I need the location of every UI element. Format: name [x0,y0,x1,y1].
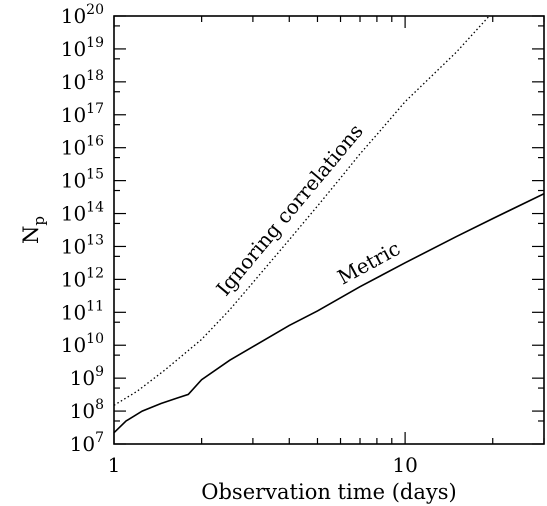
y-tick-label: 108 [70,397,104,423]
y-tick-label-exponent: 10 [86,331,104,347]
y-tick-label-exponent: 14 [86,200,104,216]
y-tick-label: 1020 [61,2,104,28]
x-tick-labels: 1 10 [108,453,418,477]
y-axis-label-main: N [19,226,43,244]
y-tick-label: 1017 [61,101,104,127]
y-tick-label-base: 10 [70,432,95,456]
y-tick-label: 1016 [61,134,104,160]
y-tick-label-base: 10 [61,169,86,193]
y-tick-label-exponent: 9 [95,364,104,380]
y-tick-label-base: 10 [61,234,86,258]
y-tick-label-exponent: 13 [86,232,104,248]
y-tick-label-base: 10 [61,300,86,324]
y-tick-label-exponent: 11 [86,298,104,314]
y-tick-label-exponent: 15 [86,167,104,183]
y-tick-label-base: 10 [61,202,86,226]
y-tick-label-base: 10 [70,366,95,390]
y-tick-label-base: 10 [61,103,86,127]
y-tick-label-exponent: 12 [86,265,104,281]
y-tick-label-base: 10 [61,37,86,61]
x-tick-label: 1 [108,453,121,477]
series-layer [114,16,544,434]
y-tick-label: 1015 [61,167,104,193]
y-tick-label-exponent: 8 [95,397,104,413]
y-tick-label: 1011 [61,298,104,324]
y-tick-labels: 1071081091010101110121013101410151016101… [61,2,104,456]
y-tick-label: 1010 [61,331,104,357]
y-tick-label-exponent: 20 [86,2,104,18]
y-axis-label: Np [19,216,48,244]
y-tick-label-base: 10 [61,333,86,357]
series-line-metric [114,192,544,434]
series-line-ignoring-correlations [114,16,491,406]
y-tick-label-exponent: 19 [86,35,104,51]
y-tick-label-base: 10 [61,136,86,160]
y-tick-label-base: 10 [61,4,86,28]
y-tick-label-exponent: 18 [86,68,104,84]
y-tick-label: 109 [70,364,104,390]
y-tick-label: 1019 [61,35,104,61]
y-tick-label: 1018 [61,68,104,94]
x-tick-label: 10 [392,453,417,477]
y-axis-label-subscript: p [30,216,48,226]
y-tick-label-base: 10 [61,70,86,94]
plot-frame [113,15,545,445]
y-tick-label: 1013 [61,232,104,258]
y-tick-label-base: 10 [61,267,86,291]
y-tick-label-exponent: 7 [95,430,104,446]
y-tick-label: 1014 [61,200,104,226]
y-tick-label-base: 10 [70,399,95,423]
y-tick-label-exponent: 17 [86,101,104,117]
x-axis-label: Observation time (days) [201,480,456,504]
y-tick-label: 1012 [61,265,104,291]
y-tick-label: 107 [70,430,104,456]
y-tick-label-exponent: 16 [86,134,104,150]
ticks-layer [113,15,545,445]
